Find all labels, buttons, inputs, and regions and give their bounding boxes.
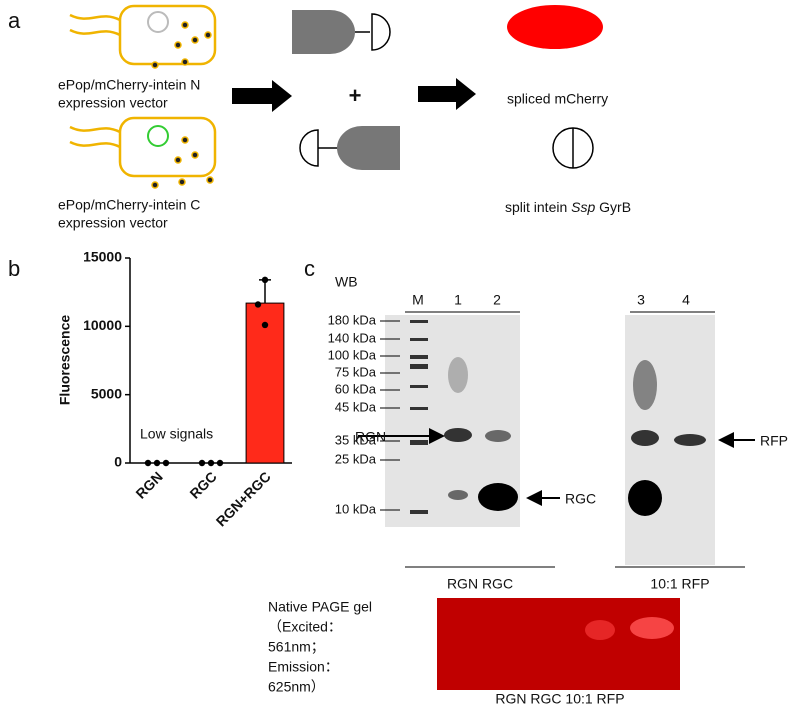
native-line: Native PAGE gel — [268, 599, 372, 615]
data-point — [261, 276, 269, 284]
dots — [151, 21, 214, 189]
x-tick-label: RGN+RGC — [213, 468, 274, 529]
blot-label: WB — [335, 274, 358, 290]
caption: expression vector — [58, 215, 168, 231]
arrow — [418, 78, 476, 110]
caption: ePop/mCherry-intein N — [58, 77, 200, 93]
y-tick-label: 5000 — [91, 385, 122, 401]
data-point — [261, 321, 269, 329]
plasmid — [147, 11, 169, 33]
ladder-label: 140 kDa — [328, 330, 377, 345]
native-lanes: RGN RGC 10:1 RFP — [495, 691, 624, 707]
native-band — [630, 617, 674, 639]
data-point — [198, 459, 206, 467]
ladder-label: 100 kDa — [328, 347, 377, 362]
native-line: 625nm） — [268, 679, 325, 695]
arrow-label: RFP — [760, 433, 788, 449]
group-label: RGN RGC — [447, 576, 513, 592]
caption-part: GyrB — [595, 199, 631, 215]
arrow-label: RGC — [565, 491, 596, 507]
x-tick-label: RGC — [186, 468, 219, 501]
intein-n — [355, 13, 391, 51]
y-tick-label: 0 — [114, 454, 122, 470]
native-caption: Native PAGE gel （Excited： 561nm； Emission： 6… — [268, 599, 372, 695]
native-band — [585, 620, 615, 640]
ladder-label: 25 kDa — [335, 451, 377, 466]
panel-label: b — [8, 256, 20, 281]
data-point — [144, 459, 152, 467]
data-point — [162, 459, 170, 467]
caption-part: split intein — [505, 199, 571, 215]
native-line: Emission： — [268, 659, 339, 675]
native-line: （Excited： — [268, 619, 342, 635]
ladder-label: 60 kDa — [335, 381, 377, 396]
caption: spliced mCherry — [507, 91, 608, 107]
intein-c — [337, 126, 400, 170]
annotation: Low signals — [140, 426, 213, 442]
y-axis-label: Fluorescence — [57, 315, 73, 405]
y-tick-label: 15000 — [83, 249, 122, 265]
data-point — [153, 459, 161, 467]
y-tick-label: 10000 — [83, 317, 122, 333]
lane-label: 1 — [454, 292, 462, 308]
mcherry — [507, 5, 603, 49]
lane-label: 4 — [682, 292, 690, 308]
bands — [410, 320, 706, 516]
ladder-label: 180 kDa — [328, 312, 377, 327]
ladder-label: 45 kDa — [335, 399, 377, 414]
x-tick-label: RGN — [132, 468, 165, 501]
plasmid — [147, 125, 169, 147]
intein-n — [292, 10, 355, 54]
arrow-label: RGN — [355, 429, 386, 445]
lane-label: M — [412, 292, 424, 308]
caption: expression vector — [58, 95, 168, 111]
ladder-label: 75 kDa — [335, 364, 377, 379]
native-gel — [437, 598, 680, 690]
ladder-label: 10 kDa — [335, 501, 377, 516]
data-point — [207, 459, 215, 467]
native-line: 561nm； — [268, 639, 325, 656]
group-label: 10:1 RFP — [650, 576, 709, 592]
caption-part: Ssp — [571, 199, 595, 215]
caption: ePop/mCherry-intein C — [58, 197, 200, 213]
arrow — [232, 80, 292, 112]
panel-label: c — [304, 256, 315, 281]
caption: split intein Ssp GyrB — [505, 199, 631, 215]
data-point — [254, 301, 262, 308]
plus: + — [349, 83, 362, 108]
bar — [245, 302, 285, 464]
data-point — [216, 459, 224, 467]
intein-c — [299, 129, 338, 167]
panel-label: a — [8, 8, 21, 33]
lane-label: 3 — [637, 292, 645, 308]
cell-icon — [69, 4, 217, 178]
lane-label: 2 — [493, 292, 501, 308]
